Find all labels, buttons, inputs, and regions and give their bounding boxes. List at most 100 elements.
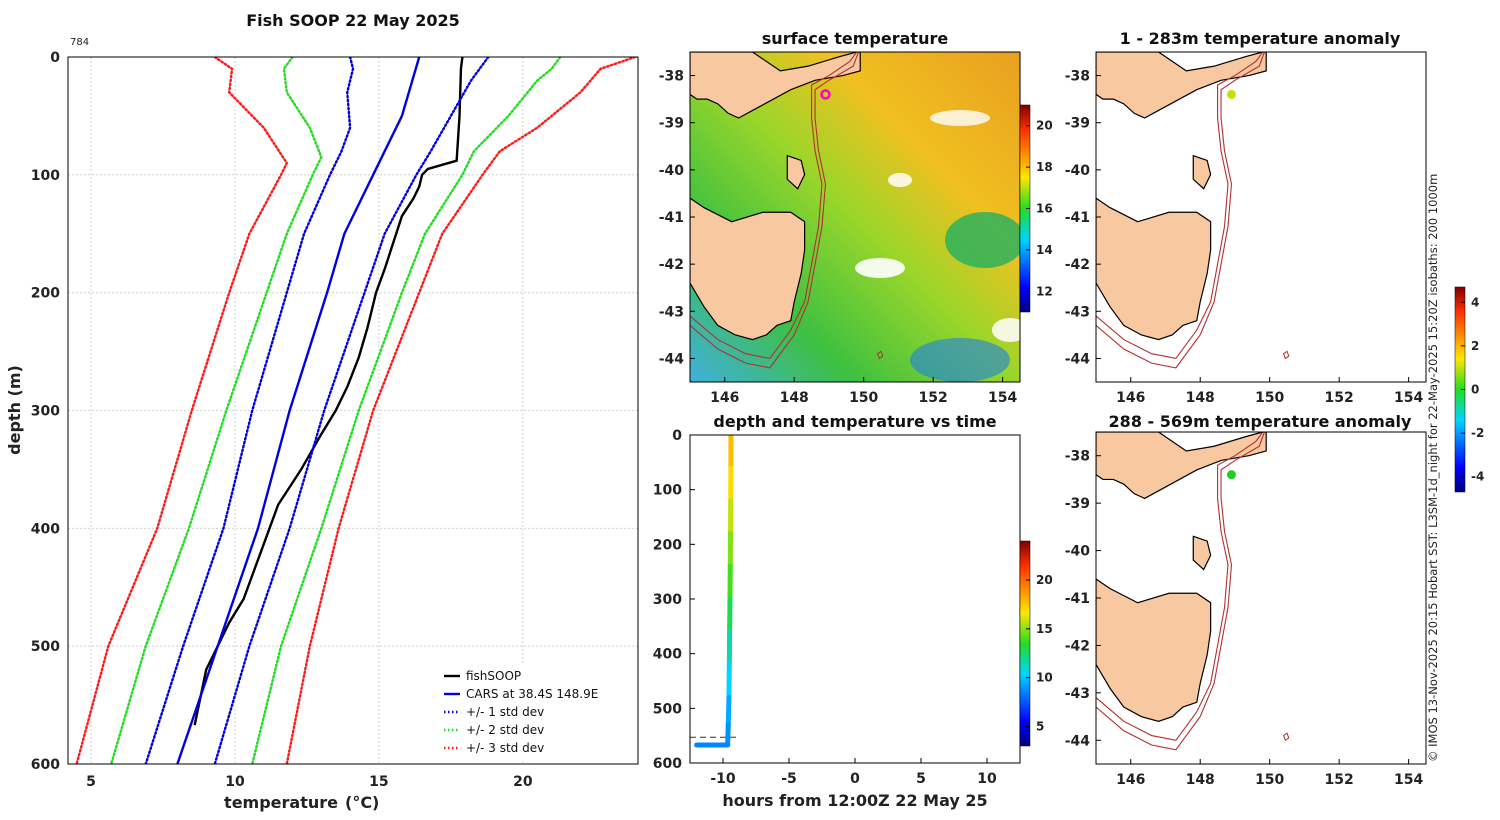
profile-corner-label: 784 [70, 37, 89, 48]
sst-station-marker [820, 89, 831, 100]
legend-label: CARS at 38.4S 148.9E [466, 687, 598, 701]
profile-xlabel: temperature [224, 793, 338, 812]
legend-box [438, 664, 634, 760]
profile-ytick-label: 200 [31, 286, 60, 302]
sst-xtick-label: 152 [919, 390, 948, 406]
time-point-segment [725, 694, 732, 728]
anom-deep-land [1096, 578, 1212, 722]
time-frame [689, 434, 1021, 764]
profile-frame [67, 56, 639, 765]
profile-ytick-label: 400 [31, 521, 60, 537]
time-xtick-label: 0 [850, 771, 860, 787]
anomaly-cb-label: 4 [1471, 295, 1479, 309]
time-cb-label: 5 [1036, 719, 1044, 733]
time-ytick-label: 0 [672, 428, 682, 444]
sst-eddy [945, 212, 1020, 268]
profile-ytick-label: 0 [50, 50, 60, 66]
sst-ytick-label: -42 [659, 257, 684, 273]
sst-cold-patch [910, 338, 1010, 382]
profile-xtick-label: 15 [369, 774, 388, 790]
profile-ylabel: depth (m) [5, 365, 24, 455]
profile-grid [68, 56, 638, 765]
sst-cloud [888, 173, 912, 187]
sst-ytick-label: -44 [659, 351, 685, 367]
time-xtick-label: -5 [781, 771, 797, 787]
anom-shallow-xtick-label: 148 [1186, 390, 1215, 406]
sst-cloud [855, 258, 905, 278]
sst-isobath-1000 [690, 52, 860, 369]
sst-xtick-label: 154 [988, 390, 1017, 406]
profile-xtick-label: 20 [513, 774, 533, 790]
time-xtick-label: -10 [710, 771, 736, 787]
anom-deep-land [1192, 535, 1212, 571]
sst-isobath-200 [690, 52, 858, 360]
anom-deep-isobath-1000 [1096, 432, 1266, 751]
credit-text: © IMOS 13-Nov-2025 20:15 Hobart SST: L3S… [1426, 174, 1440, 762]
anomaly-cb-label: 2 [1471, 339, 1479, 353]
anomaly-deep-title: 288 - 569m temperature anomaly [1109, 412, 1412, 431]
anom-shallow-ytick-label: -41 [1065, 210, 1090, 226]
anom-shallow-station-marker [1226, 89, 1236, 99]
anom-shallow-isobath-1000 [1096, 52, 1266, 369]
anom-deep-ytick-label: -41 [1065, 591, 1090, 607]
legend-label: fishSOOP [466, 669, 521, 683]
profile-title: Fish SOOP 22 May 2025 [246, 11, 460, 30]
sst-seamount [876, 350, 884, 360]
time-xtick-label: 10 [977, 771, 997, 787]
sst-ytick-label: -38 [659, 69, 684, 85]
anom-shallow-ytick-label: -42 [1065, 257, 1090, 273]
anom-shallow-xtick-label: 152 [1325, 390, 1354, 406]
profile-chart: Fish SOOP 22 May 2025 784 5 10 15 200100200… [5, 11, 639, 812]
profile-line--1-std-dev [144, 57, 355, 764]
legend-label: +/- 2 std dev [466, 723, 544, 737]
anom-deep-ytick-label: -39 [1065, 496, 1090, 512]
anomaly-cb-label: 0 [1471, 383, 1479, 397]
sst-xtick-label: 150 [849, 390, 878, 406]
anomaly-map-deep: 288 - 569m temperature anomaly 146 148 150… [1065, 412, 1427, 788]
sst-cb-label: 20 [1036, 119, 1053, 133]
time-ytick-label: 500 [653, 701, 682, 717]
time-cb-label: 15 [1036, 622, 1053, 636]
profile-ytick-label: 300 [31, 404, 60, 420]
time-xlabel: hours from 12:00Z 22 May 25 [722, 791, 987, 810]
anom-shallow-ytick-label: -44 [1065, 351, 1091, 367]
sst-ytick-label: -43 [659, 304, 684, 320]
anom-shallow-xtick-label: 146 [1116, 390, 1145, 406]
anom-deep-ytick-label: -38 [1065, 449, 1090, 465]
anom-shallow-isobath-200 [1096, 52, 1264, 360]
profile-ytick-label: 500 [31, 639, 60, 655]
anom-shallow-land [1096, 197, 1212, 341]
sst-ytick-label: -41 [659, 210, 684, 226]
anom-deep-land [1096, 432, 1267, 500]
anom-deep-xtick-label: 146 [1116, 772, 1145, 788]
profile-xtick-label: 10 [225, 774, 245, 790]
anom-shallow-xtick-label: 150 [1255, 390, 1284, 406]
profile-line--2-std-dev [109, 57, 323, 764]
time-point-segment [725, 722, 731, 748]
profile-line--2-std-dev [251, 57, 562, 764]
profile-xlabel-unit: (°C) [345, 793, 379, 812]
time-ytick-label: 100 [653, 483, 682, 499]
sst-title: surface temperature [762, 29, 949, 48]
sst-cb-label: 18 [1036, 160, 1053, 174]
sst-cb-label: 14 [1036, 243, 1053, 257]
profile-xtick-label: 5 [86, 774, 96, 790]
time-ytick-label: 600 [653, 756, 682, 772]
profile-legend: fishSOOP CARS at 38.4S 148.9E +/- 1 std de… [438, 664, 634, 760]
anom-deep-ytick-label: -43 [1065, 686, 1090, 702]
time-chart: depth and temperature vs time -10 -5 0 5 100… [653, 412, 1053, 810]
anom-shallow-ytick-label: -39 [1065, 116, 1090, 132]
profile-line--1-std-dev [213, 57, 490, 764]
time-ytick-label: 300 [653, 592, 682, 608]
anomaly-shallow-title: 1 - 283m temperature anomaly [1120, 29, 1401, 48]
profile-line--3-std-dev [285, 57, 637, 764]
anom-deep-seamount [1282, 732, 1290, 742]
anom-deep-xtick-label: 150 [1255, 772, 1284, 788]
sst-cloud [992, 318, 1020, 342]
time-title: depth and temperature vs time [713, 412, 996, 431]
time-xtick-label: 5 [916, 771, 926, 787]
sst-map: surface temperature 146 148 150 152 154 -38 -3… [659, 29, 1053, 406]
anom-deep-station-marker [1226, 470, 1236, 480]
